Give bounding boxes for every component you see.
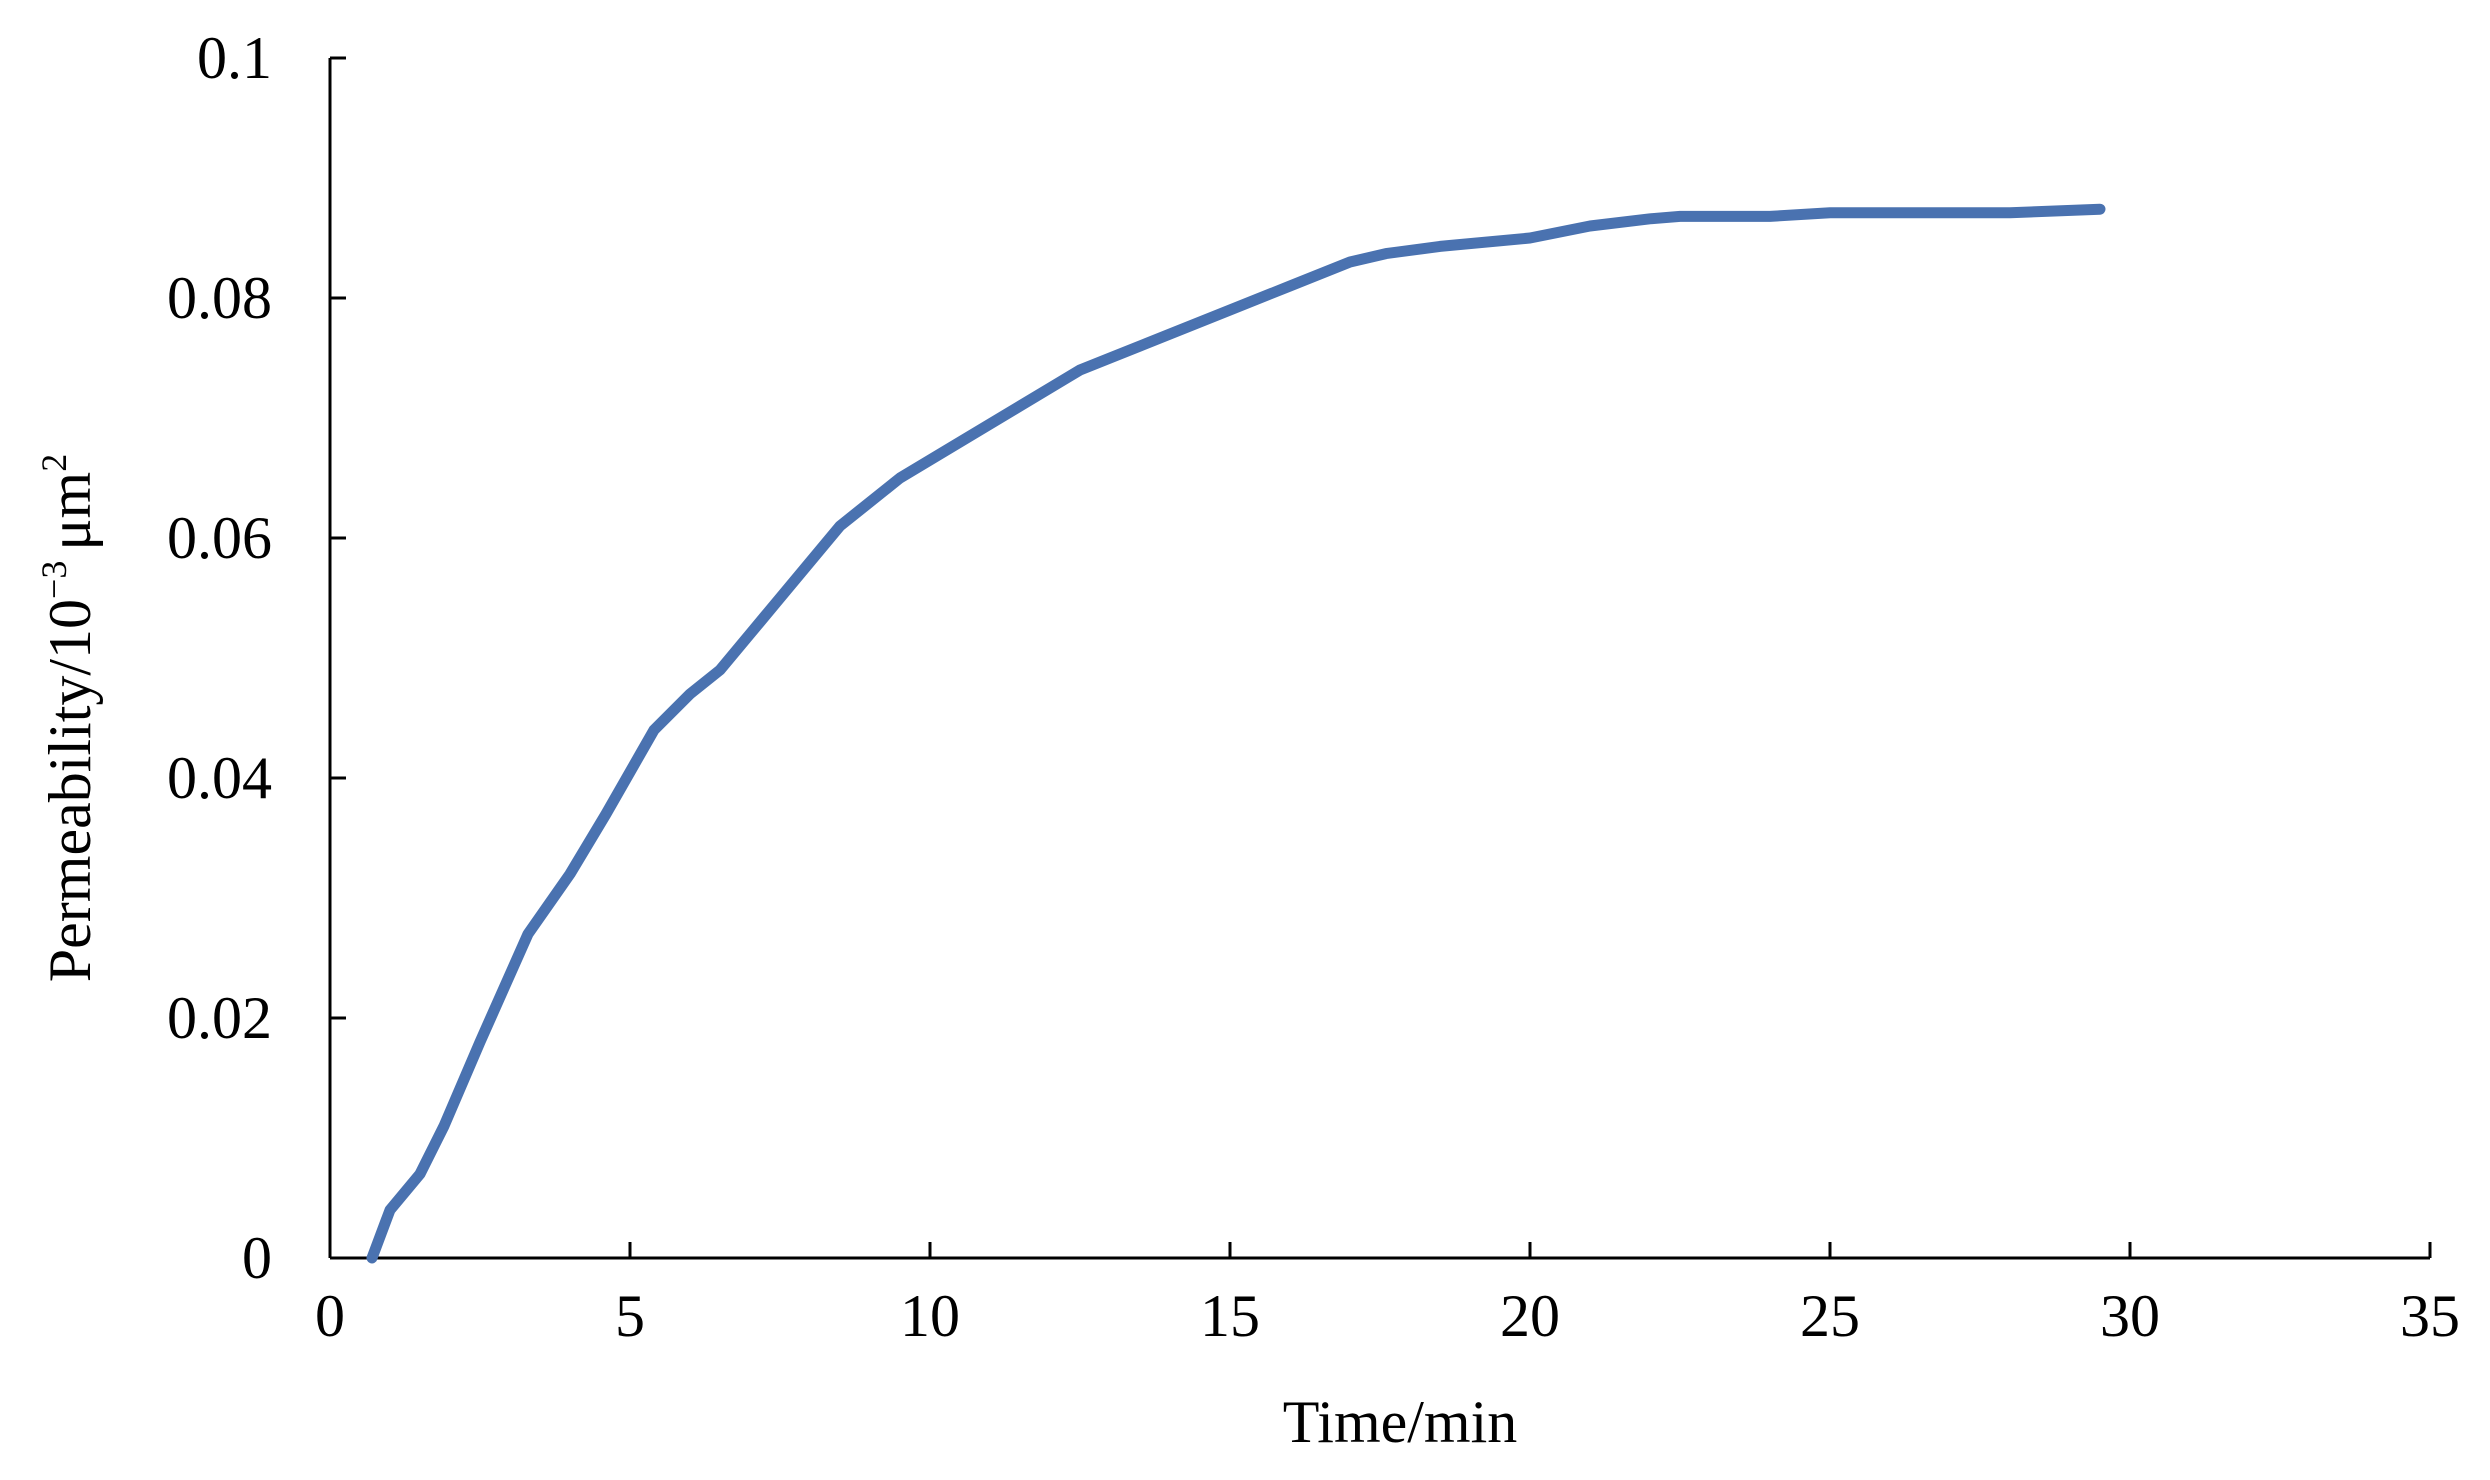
y-axis-title-unit-exponent: 2: [34, 454, 74, 472]
x-ticks: 0 5 10 15 20 25 30 35: [315, 1242, 2460, 1349]
y-tick-label: 0.1: [197, 25, 272, 91]
y-tick-label: 0: [242, 1225, 272, 1291]
x-tick-label: 15: [1200, 1283, 1260, 1349]
y-ticks: 0 0.02 0.04 0.06 0.08 0.1: [167, 25, 346, 1291]
y-tick-label: 0.08: [167, 265, 272, 331]
x-tick-label: 5: [615, 1283, 645, 1349]
x-tick-label: 0: [315, 1283, 345, 1349]
y-tick-label: 0.02: [167, 985, 272, 1051]
y-axis-title-unit: μm: [37, 472, 103, 551]
x-tick-label: 35: [2400, 1283, 2460, 1349]
y-axis-title-prefix: Permeability/10: [37, 599, 103, 982]
x-tick-label: 30: [2100, 1283, 2160, 1349]
x-tick-label: 25: [1800, 1283, 1860, 1349]
x-axis-title: Time/min: [1283, 1389, 1518, 1455]
x-tick-label: 20: [1500, 1283, 1560, 1349]
axes: [328, 58, 2430, 1260]
series-line: [366, 203, 2106, 1264]
y-tick-label: 0.06: [167, 505, 272, 571]
x-tick-label: 10: [900, 1283, 960, 1349]
y-axis-title: Permeability/10−3 μm2: [34, 454, 103, 982]
series-group: [366, 203, 2106, 1264]
y-tick-label: 0.04: [167, 745, 272, 811]
y-axis-title-exponent: −3: [34, 561, 74, 599]
